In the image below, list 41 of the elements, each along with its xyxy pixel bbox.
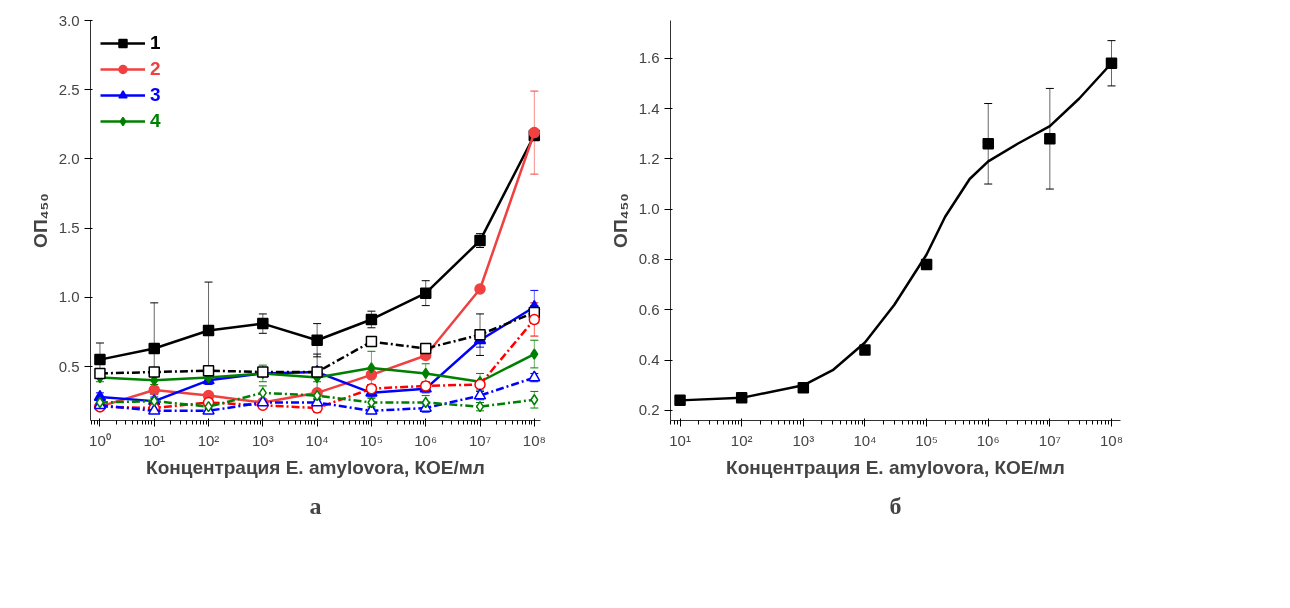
legend-label: 3: [150, 84, 162, 106]
x-tick-label: 10⁴: [305, 431, 329, 449]
y-tick-label: 1.0: [638, 200, 660, 218]
y-tick-label: 1.5: [58, 219, 80, 237]
y-tick-label: 1.0: [58, 288, 80, 306]
x-tick-label: 10⁵: [915, 431, 939, 449]
y-axis-title: ОП₄₅₀: [609, 193, 631, 248]
y-tick-label: 1.2: [638, 149, 660, 167]
y-tick-label: 0.6: [638, 300, 660, 318]
y-tick-label: 0.2: [638, 401, 660, 419]
x-tick-label: 10⁰: [89, 431, 111, 449]
x-tick-label: 10⁵: [359, 431, 383, 449]
legend-label: 1: [150, 32, 162, 54]
x-tick-label: 10⁷: [1038, 431, 1061, 449]
y-tick-label: 0.8: [638, 250, 660, 268]
y-tick-label: 0.5: [58, 357, 80, 375]
x-tick-label: 10⁷: [468, 431, 492, 449]
x-tick-label: 10⁴: [853, 431, 877, 449]
x-tick-label: 10¹: [143, 431, 166, 449]
x-tick-label: 10¹: [669, 431, 691, 449]
x-tick-label: 10⁶: [414, 431, 438, 449]
y-tick-label: 2.0: [58, 149, 80, 167]
y-tick-label: 1.4: [638, 99, 660, 117]
y-tick-label: 3.0: [58, 11, 80, 29]
x-tick-label: 10²: [197, 431, 220, 449]
y-tick-label: 0.4: [638, 351, 660, 369]
y-axis-title: ОП₄₅₀: [29, 193, 51, 248]
x-tick-label: 10³: [251, 431, 274, 449]
x-tick-label: 10⁶: [976, 431, 1000, 449]
x-tick-label: 10²: [730, 431, 753, 449]
legend-label: 2: [150, 58, 162, 80]
x-axis-title: Концентрация E. amylovora, КОЕ/мл: [726, 456, 1065, 478]
text: б: [889, 492, 902, 519]
x-tick-label: 10³: [792, 431, 815, 449]
y-tick-label: 1.6: [638, 49, 660, 67]
x-tick-label: 10⁸: [522, 431, 546, 449]
legend-label: 4: [150, 110, 162, 132]
x-tick-label: 10⁸: [1099, 431, 1123, 449]
x-axis-title: Концентрация E. amylovora, КОЕ/мл: [146, 456, 485, 478]
text: а: [309, 492, 322, 519]
y-tick-label: 2.5: [58, 80, 80, 98]
